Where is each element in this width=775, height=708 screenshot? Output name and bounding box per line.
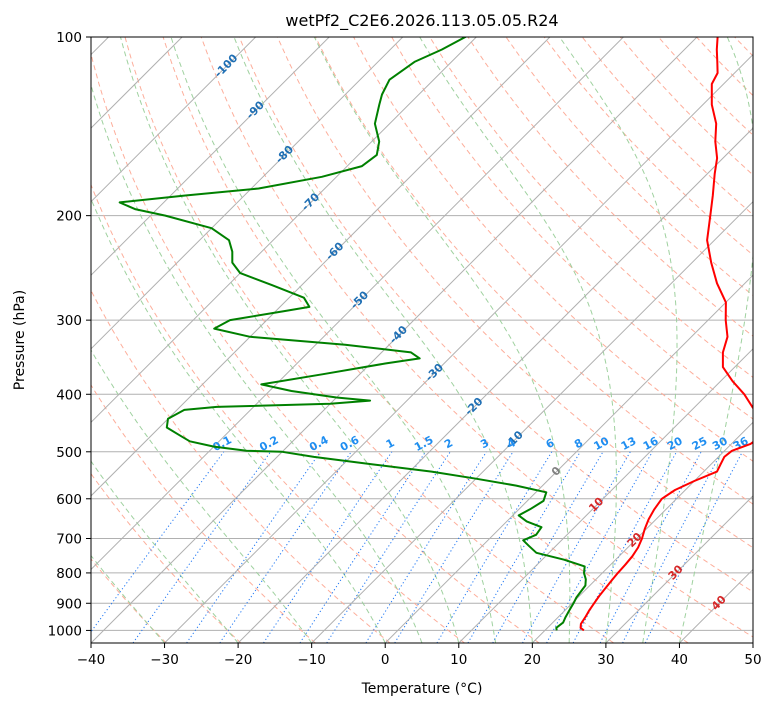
mixing-ratio-line (326, 451, 451, 643)
moist-adiabat-line (170, 37, 497, 643)
isotherm-line (605, 495, 753, 643)
mixing-ratio-label: 25 (690, 434, 710, 453)
mixing-ratio-line (263, 451, 393, 643)
isotherm-line (384, 274, 753, 643)
x-tick-label: 40 (671, 652, 688, 668)
moist-adiabat-line (91, 197, 386, 643)
isotherm-line (91, 37, 551, 497)
sounding-traces (118, 37, 753, 632)
chart-title: wetPf2_C2E6.2026.113.05.05.R24 (285, 11, 558, 31)
dry-adiabat-line (91, 384, 316, 643)
mixing-ratio-label: 16 (641, 434, 661, 453)
dry-adiabat-line (238, 37, 753, 593)
mixing-ratio-labels: 0.1 0.2 0.4 0.6 1 1.5 2 3 4 6 8 10 13 16 20 25 30 36 (211, 433, 751, 454)
mixing-ratio-line (522, 451, 631, 643)
moist-adiabat-line (91, 460, 239, 643)
pressure-gridlines (91, 37, 753, 631)
isotherm-line (91, 37, 624, 571)
isotherm-line (458, 348, 753, 643)
isotherm-line (531, 421, 753, 643)
mixing-ratio-line (599, 451, 702, 643)
mixing-ratio-line (622, 451, 723, 643)
plot-frame (90, 36, 754, 644)
y-axis-title: Pressure (hPa) (12, 290, 28, 390)
mixing-ratio-line (91, 451, 225, 633)
x-axis-ticks: −40 −30 −20 −10 0 10 20 30 40 50 (77, 643, 762, 668)
mixing-ratio-line (546, 451, 653, 643)
isotherm-line (237, 127, 753, 643)
isotherm-line (164, 53, 753, 643)
plot-area: -100-90-80-70-60-50-40-30-20-10010203040… (91, 37, 753, 643)
x-tick-label: −30 (150, 652, 179, 668)
x-tick-label: 50 (744, 652, 761, 668)
moist-adiabat-line (419, 37, 617, 643)
x-tick-label: 10 (450, 652, 467, 668)
mixing-ratio-line (572, 451, 678, 643)
isotherm-line (91, 37, 330, 276)
x-tick-label: 30 (597, 652, 614, 668)
isotherm-line (311, 200, 753, 643)
dry-adiabat-line (429, 37, 753, 378)
y-tick-label: 100 (56, 30, 82, 46)
y-tick-label: 900 (56, 596, 82, 612)
y-tick-label: 1000 (48, 623, 82, 639)
mixing-ratio-line (299, 451, 426, 643)
y-tick-label: 800 (56, 566, 82, 582)
moist-adiabat-line (233, 37, 533, 643)
dry-adiabat-line (200, 37, 753, 638)
moist-adiabat-line (120, 37, 460, 643)
x-tick-label: −40 (77, 652, 106, 668)
y-tick-label: 200 (56, 209, 82, 225)
y-tick-label: 300 (56, 313, 82, 329)
mixing-ratio-line (467, 451, 581, 643)
moist-adiabat-line (678, 37, 753, 643)
moist-adiabats (91, 37, 753, 643)
dry-adiabat-line (91, 183, 465, 643)
isotherm-line (91, 37, 404, 350)
mixing-ratio-line (365, 451, 487, 643)
moist-adiabat-line (313, 37, 571, 643)
y-tick-label: 500 (56, 445, 82, 461)
mixing-ratio-label: 20 (665, 434, 685, 453)
dry-adiabat-line (91, 472, 242, 643)
isotherm-line (91, 37, 698, 643)
dry-adiabat-line (505, 37, 753, 296)
moist-adiabat-line (91, 83, 423, 643)
dewpoint-trace (118, 37, 587, 631)
mixing-ratio-label: 13 (619, 434, 639, 453)
x-axis-title: Temperature (°C) (361, 681, 483, 697)
mixing-ratio-line (644, 451, 743, 643)
temperature-trace (579, 37, 753, 632)
dry-adiabat-line (91, 51, 540, 643)
dry-adiabat-line (91, 289, 391, 643)
x-tick-label: −10 (297, 652, 326, 668)
x-tick-label: 20 (524, 652, 541, 668)
x-tick-label: −20 (224, 652, 253, 668)
mixing-ratio-label: 10 (592, 434, 612, 453)
y-tick-label: 600 (56, 492, 82, 508)
y-tick-label: 400 (56, 387, 82, 403)
dry-adiabat-line (467, 37, 753, 337)
dry-adiabat-line (315, 37, 753, 505)
moist-adiabat-line (91, 554, 165, 643)
x-tick-label: 0 (381, 652, 390, 668)
y-tick-label: 700 (56, 532, 82, 548)
dry-adiabat-line (353, 37, 753, 462)
isotherm-line (91, 37, 477, 424)
moist-adiabat-line (559, 37, 678, 643)
mixing-ratio-label: 30 (710, 434, 730, 453)
isotherm-lines (91, 37, 753, 643)
isotherm-line (91, 37, 257, 203)
y-axis-ticks: 100 200 300 400 500 600 700 800 900 1000 (48, 30, 91, 639)
